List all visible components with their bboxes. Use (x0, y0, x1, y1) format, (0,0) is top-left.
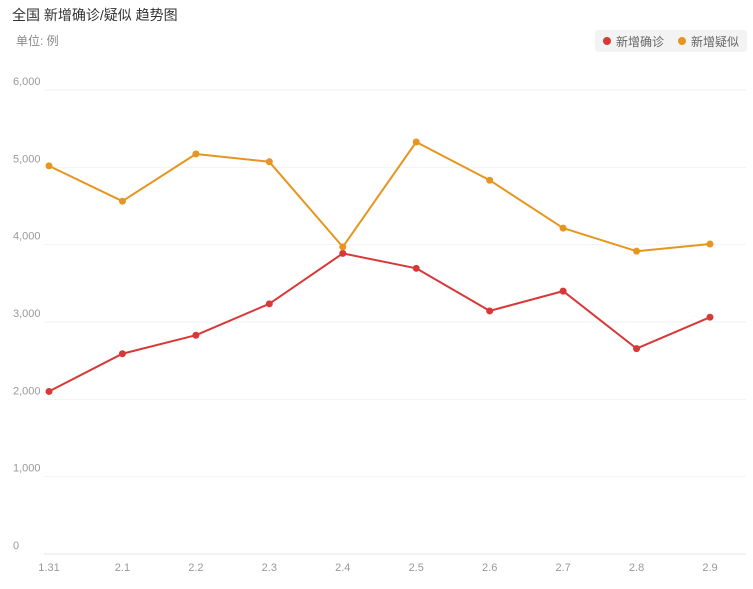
data-point[interactable] (265, 158, 273, 166)
series-0 (45, 249, 714, 395)
data-point[interactable] (265, 300, 273, 308)
y-tick-label: 1,000 (13, 463, 41, 475)
y-tick-label: 3,000 (13, 308, 41, 320)
x-tick-label: 2.1 (115, 562, 130, 574)
data-point[interactable] (192, 150, 200, 158)
data-point[interactable] (118, 197, 126, 205)
legend-item-suspected[interactable]: 新增疑似 (677, 33, 739, 50)
series-line (48, 252, 711, 393)
legend-marker-confirmed (602, 37, 611, 45)
y-tick-label: 0 (13, 540, 19, 552)
data-point[interactable] (118, 350, 126, 358)
data-point[interactable] (412, 138, 420, 146)
x-tick-label: 2.5 (409, 562, 424, 574)
x-tick-label: 2.8 (629, 562, 644, 574)
legend-label-suspected: 新增疑似 (690, 34, 739, 49)
y-axis-ticks: 0 1,000 2,000 3,000 4,000 5,000 6,000 (13, 76, 41, 552)
series-line (48, 141, 711, 253)
legend: 新增确诊 新增疑似 (594, 30, 747, 52)
x-tick-label: 2.9 (702, 562, 717, 574)
data-point[interactable] (559, 224, 567, 232)
series-1 (45, 138, 714, 255)
unit-label: 单位: 例 (16, 34, 59, 48)
x-tick-label: 2.4 (335, 562, 350, 574)
y-tick-label: 5,000 (13, 153, 41, 165)
x-axis-ticks: 1.31 2.1 2.2 2.3 2.4 2.5 2.6 2.7 2.8 2.9 (38, 562, 717, 574)
y-tick-label: 2,000 (13, 385, 41, 397)
x-tick-label: 2.6 (482, 562, 497, 574)
data-point[interactable] (45, 162, 53, 170)
y-tick-label: 6,000 (13, 76, 41, 88)
data-point[interactable] (706, 240, 714, 248)
legend-marker-suspected (677, 37, 686, 45)
x-tick-label: 2.3 (262, 562, 277, 574)
data-point[interactable] (633, 345, 641, 353)
y-tick-label: 4,000 (13, 231, 41, 243)
legend-label-confirmed: 新增确诊 (615, 34, 664, 49)
x-tick-label: 1.31 (38, 562, 59, 574)
chart-title: 全国 新增确诊/疑似 趋势图 (12, 7, 178, 23)
x-tick-label: 2.2 (188, 562, 203, 574)
data-point[interactable] (45, 387, 53, 395)
data-point[interactable] (559, 287, 567, 295)
x-tick-label: 2.7 (555, 562, 570, 574)
data-point[interactable] (706, 313, 714, 321)
data-point[interactable] (192, 331, 200, 339)
data-point[interactable] (633, 247, 641, 255)
gridlines (44, 89, 746, 555)
series (45, 138, 714, 395)
data-point[interactable] (339, 243, 347, 251)
data-point[interactable] (339, 249, 347, 257)
data-point[interactable] (412, 264, 420, 272)
data-point[interactable] (486, 176, 494, 184)
data-point[interactable] (486, 307, 494, 315)
legend-item-confirmed[interactable]: 新增确诊 (602, 33, 664, 50)
